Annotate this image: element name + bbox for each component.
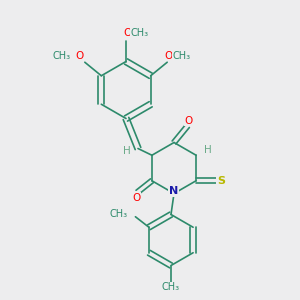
Text: O: O [123,28,132,38]
Text: O: O [184,116,193,126]
Text: H: H [123,146,130,156]
Text: CH₃: CH₃ [110,209,128,219]
Text: H: H [204,145,212,155]
Text: N: N [169,186,178,196]
Text: O: O [75,51,83,61]
Text: CH₃: CH₃ [162,282,180,292]
Text: CH₃: CH₃ [172,51,190,61]
Text: O: O [165,51,173,61]
Text: S: S [217,176,225,186]
Text: CH₃: CH₃ [52,51,70,61]
Text: CH₃: CH₃ [130,28,148,38]
Text: O: O [133,193,141,202]
